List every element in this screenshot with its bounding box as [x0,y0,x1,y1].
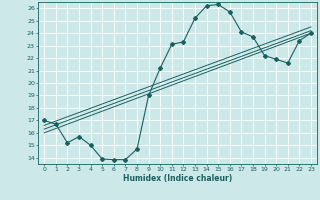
X-axis label: Humidex (Indice chaleur): Humidex (Indice chaleur) [123,174,232,183]
